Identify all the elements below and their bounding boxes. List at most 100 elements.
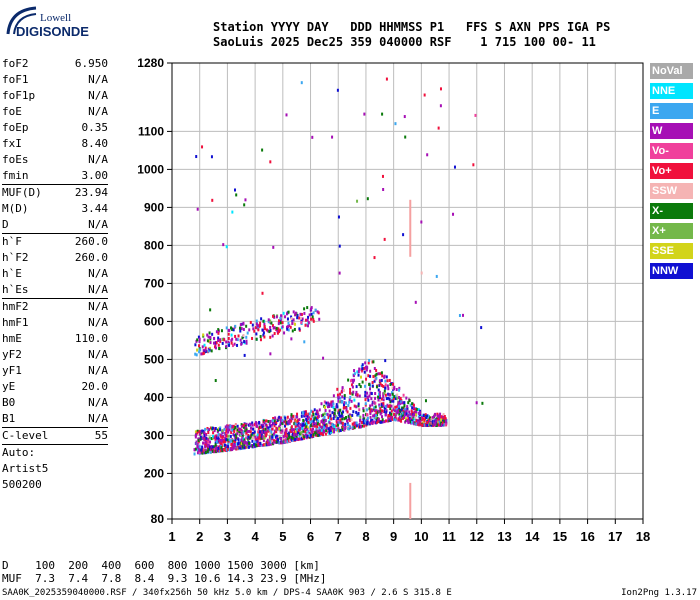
echo-point <box>318 429 321 433</box>
echo-point <box>214 446 217 450</box>
echo-point <box>411 420 414 424</box>
echo-point <box>441 421 444 425</box>
echo-point <box>252 327 255 331</box>
echo-point <box>225 429 228 433</box>
param-value: N/A <box>88 396 108 409</box>
echo-point <box>354 424 357 428</box>
echo-point <box>287 310 290 314</box>
echo-point <box>236 432 239 436</box>
echo-point <box>346 421 349 425</box>
panel-separator <box>2 184 108 185</box>
echo-point <box>311 135 314 139</box>
echo-point <box>377 409 380 413</box>
param-value: 0.35 <box>81 121 109 134</box>
echo-point <box>263 443 266 447</box>
echo-point <box>317 311 320 315</box>
echo-point <box>379 382 382 386</box>
echo-point <box>426 153 429 157</box>
echo-point <box>316 409 319 413</box>
echo-point <box>321 428 324 432</box>
echo-point <box>380 378 383 382</box>
echo-point <box>337 416 340 420</box>
echo-point <box>325 412 328 416</box>
echo-point <box>296 432 299 436</box>
param-key: yF1 <box>2 364 22 377</box>
echo-point <box>241 434 244 438</box>
panel-separator <box>2 444 108 445</box>
echo-point <box>347 403 350 407</box>
echo-point <box>245 445 248 449</box>
echo-point <box>312 317 315 321</box>
echo-point <box>423 423 426 427</box>
echo-point <box>219 339 222 343</box>
echo-point <box>371 403 374 407</box>
echo-point <box>219 338 222 342</box>
echo-point <box>348 398 351 402</box>
echo-point <box>374 405 377 409</box>
echo-point <box>255 422 258 426</box>
echo-point <box>327 401 330 405</box>
echo-point <box>234 439 237 443</box>
echo-point <box>281 321 284 325</box>
echo-point <box>201 447 204 451</box>
echo-point <box>364 398 367 402</box>
echo-point <box>381 174 384 178</box>
echo-point <box>443 423 446 427</box>
echo-point <box>397 417 400 421</box>
echo-point <box>307 420 310 424</box>
echo-point <box>317 414 320 418</box>
echo-point <box>351 385 354 389</box>
echo-point <box>217 336 220 340</box>
echo-point <box>416 407 419 411</box>
echo-point <box>330 430 333 434</box>
echo-point <box>267 329 270 333</box>
echo-point <box>269 160 272 164</box>
echo-point <box>286 415 289 419</box>
echo-point <box>480 326 483 330</box>
echo-point <box>437 420 440 424</box>
param-key: foE <box>2 105 22 118</box>
echo-point <box>207 430 210 434</box>
echo-point <box>284 431 287 435</box>
echo-point <box>323 422 326 426</box>
param-value: 6.950 <box>74 57 108 70</box>
echo-point <box>341 411 344 415</box>
echo-point <box>295 434 298 438</box>
echo-point <box>375 368 378 372</box>
muf-row: MUF 7.3 7.4 7.8 8.4 9.3 10.6 14.3 23.9 [… <box>2 572 327 585</box>
echo-point <box>346 423 349 427</box>
echo-point <box>203 434 206 438</box>
echo-point <box>317 413 320 417</box>
echo-point <box>207 335 210 339</box>
echo-point <box>375 385 378 389</box>
echo-point <box>251 421 254 425</box>
echo-point <box>221 337 224 341</box>
echo-point <box>336 88 339 92</box>
echo-point <box>352 425 355 429</box>
echo-point <box>380 411 383 415</box>
echo-point <box>323 415 326 419</box>
echo-point <box>234 436 237 440</box>
echo-point <box>208 348 211 352</box>
echo-point <box>266 438 269 442</box>
echo-point <box>291 428 294 432</box>
echo-point <box>282 311 285 315</box>
echo-point <box>273 424 276 428</box>
echo-point <box>381 404 384 408</box>
echo-point <box>221 431 224 435</box>
echo-point <box>411 406 414 410</box>
param-row: h`F 260.0 <box>2 234 108 250</box>
echo-point <box>415 422 418 426</box>
echo-point <box>228 343 231 347</box>
echo-point <box>371 381 374 385</box>
echo-point <box>306 426 309 430</box>
echo-point <box>293 430 296 434</box>
echo-point <box>244 426 247 430</box>
echo-point <box>320 432 323 436</box>
param-key: foF1 <box>2 73 29 86</box>
echo-point <box>384 383 387 387</box>
echo-point <box>311 414 314 418</box>
echo-point <box>381 112 384 116</box>
echo-point <box>409 403 412 407</box>
echo-point <box>220 439 223 443</box>
